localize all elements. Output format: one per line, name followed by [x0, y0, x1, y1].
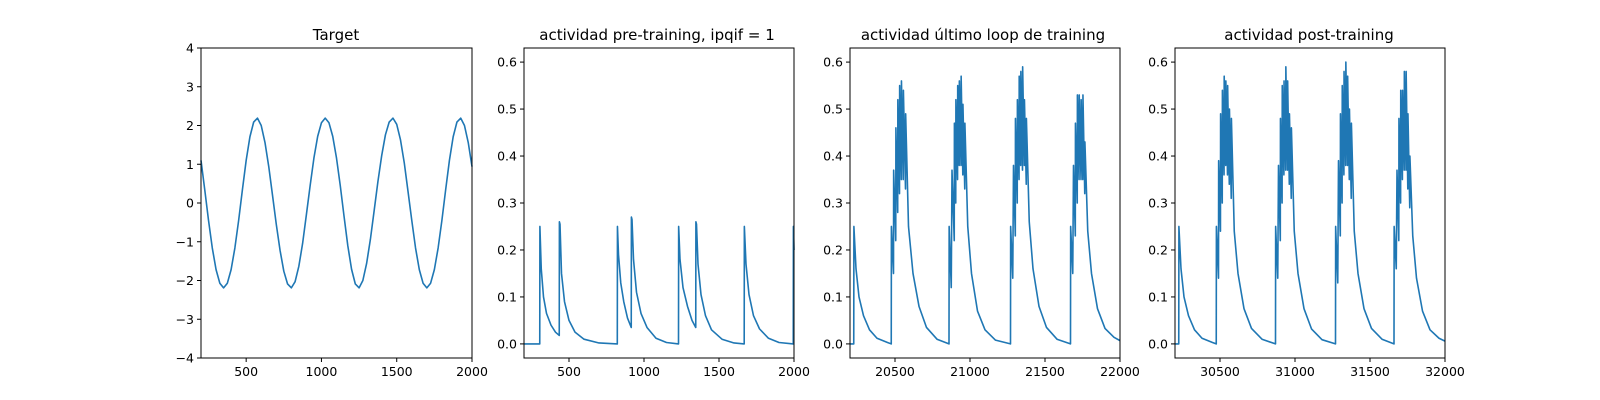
series-line-last-training-loop [850, 65, 1121, 345]
x-tick-label: 20500 [875, 364, 915, 379]
y-tick-label: −1 [176, 234, 194, 249]
y-tick-label: 0.1 [1148, 289, 1168, 304]
x-tick-label: 31000 [1275, 364, 1315, 379]
y-tick-label: 0.2 [823, 242, 843, 257]
y-tick-label: 0.6 [497, 55, 517, 70]
y-tick-label: 0.4 [823, 149, 843, 164]
x-tick-label: 2000 [456, 364, 488, 379]
x-tick-label: 22000 [1100, 364, 1140, 379]
y-tick-label: 2 [186, 118, 194, 133]
y-tick-label: 0.5 [497, 102, 517, 117]
y-tick-label: 1 [186, 157, 194, 172]
panel-title: actividad pre-training, ipqif = 1 [539, 26, 775, 44]
x-tick-label: 1500 [703, 364, 735, 379]
y-tick-label: 0.6 [823, 55, 843, 70]
panel-last-training-loop: actividad último loop de training 20500 2… [823, 26, 1140, 379]
y-tick-label: 0.3 [1148, 196, 1168, 211]
x-tick-label: 1000 [628, 364, 660, 379]
y-tick-label: 0.0 [823, 336, 843, 351]
panel-title: actividad post-training [1224, 26, 1393, 44]
y-tick-label: 4 [186, 41, 194, 56]
y-tick-label: 0.1 [823, 289, 843, 304]
series-line-target [200, 117, 473, 289]
x-tick-label: 1500 [381, 364, 413, 379]
series-line-post-training [1175, 61, 1446, 345]
y-tick-label: 0.5 [823, 102, 843, 117]
x-tick-label: 500 [557, 364, 581, 379]
x-tick-label: 21500 [1025, 364, 1065, 379]
x-tick-label: 32000 [1425, 364, 1465, 379]
y-tick-label: 0.1 [497, 289, 517, 304]
y-tick-label: 0.5 [1148, 102, 1168, 117]
y-tick-label: 0.3 [497, 196, 517, 211]
x-tick-label: 30500 [1200, 364, 1240, 379]
y-tick-label: 0.0 [497, 336, 517, 351]
y-tick-label: −2 [176, 273, 194, 288]
y-tick-label: 0.6 [1148, 55, 1168, 70]
x-tick-label: 2000 [778, 364, 810, 379]
x-tick-label: 1000 [306, 364, 338, 379]
y-tick-label: 0.0 [1148, 336, 1168, 351]
panel-title: actividad último loop de training [861, 26, 1105, 44]
y-tick-label: −4 [176, 351, 194, 366]
panel-post-training: actividad post-training 30500 31000 31500 3… [1148, 26, 1465, 379]
y-tick-label: 0 [186, 196, 194, 211]
x-tick-label: 500 [234, 364, 258, 379]
y-tick-label: −3 [176, 312, 194, 327]
y-tick-label: 0.2 [497, 242, 517, 257]
x-tick-label: 21000 [950, 364, 990, 379]
y-tick-label: 0.3 [823, 196, 843, 211]
y-tick-label: 0.4 [497, 149, 517, 164]
x-tick-label: 31500 [1350, 364, 1390, 379]
panel-target: Target 500 1000 1500 2000 −4 −3 −2 −1 0 1 2 3 4 [176, 26, 488, 379]
panel-title: Target [312, 26, 360, 44]
y-tick-label: 0.4 [1148, 149, 1168, 164]
y-tick-label: 0.2 [1148, 242, 1168, 257]
panel-pre-training: actividad pre-training, ipqif = 1 500 100… [497, 26, 810, 379]
series-line-pre-training [524, 216, 795, 345]
y-tick-label: 3 [186, 79, 194, 94]
